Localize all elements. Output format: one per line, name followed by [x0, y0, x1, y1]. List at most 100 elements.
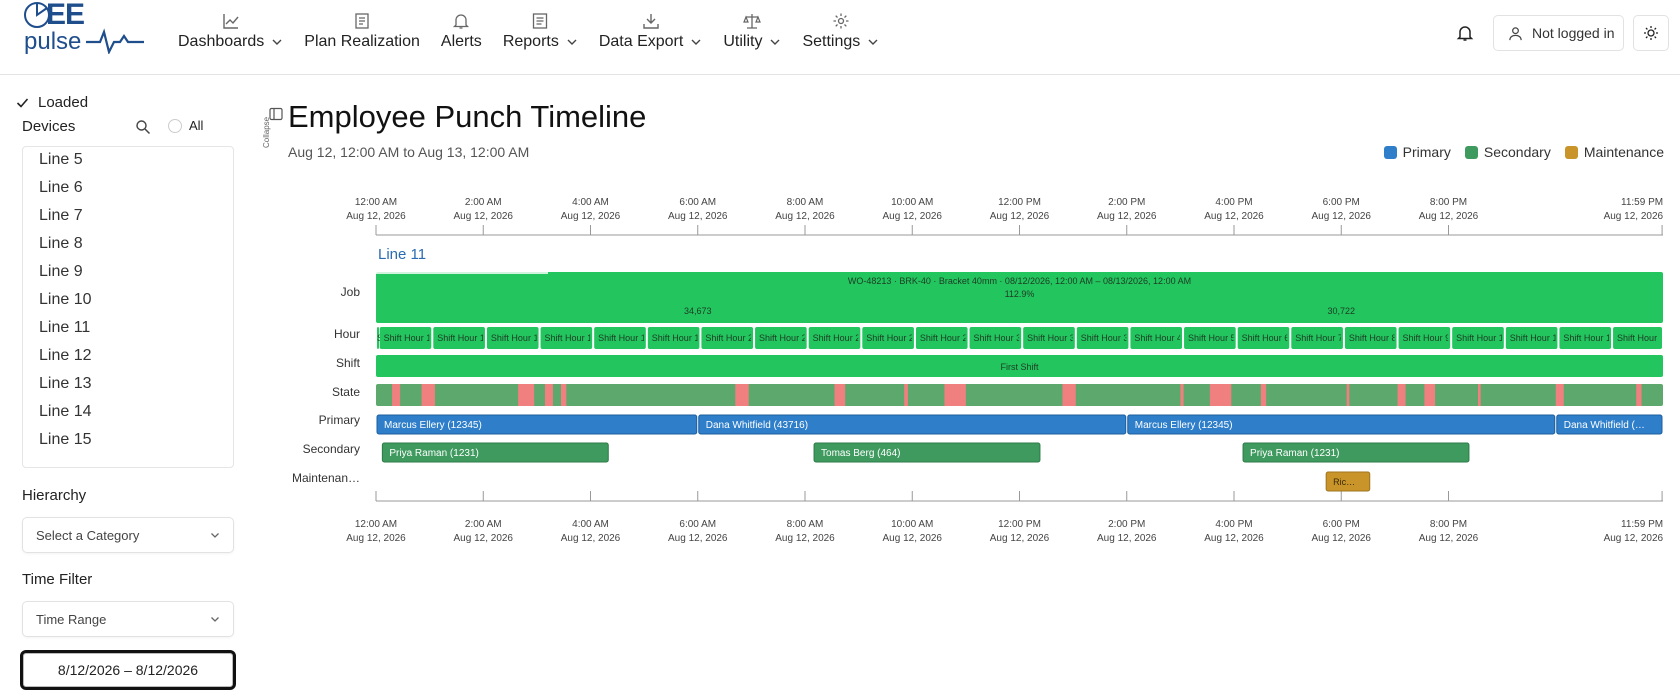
state-fault-segment — [1209, 384, 1232, 406]
nav-alerts[interactable]: Alerts — [433, 8, 490, 58]
secondary-bar — [381, 442, 609, 463]
nav-data-export[interactable]: Data Export — [591, 8, 710, 58]
state-fault-segment — [1260, 384, 1267, 406]
top-tick-date-label: Aug 12, 2026 — [883, 211, 943, 222]
date-range-picker[interactable]: 8/12/2026 – 8/12/2026 — [20, 650, 236, 690]
nav-utility-label: Utility — [723, 33, 763, 50]
device-item[interactable]: Line 5 — [39, 151, 83, 168]
logo-text-bottom: pulse — [24, 28, 82, 55]
document-icon — [355, 13, 369, 29]
chevron-down-icon — [868, 39, 878, 45]
state-fault-segment — [1346, 384, 1350, 406]
device-item[interactable]: Line 10 — [39, 291, 92, 308]
bottom-tick-date-label: Aug 12, 2026 — [775, 533, 835, 544]
top-tick-date-label: Aug 12, 2026 — [775, 211, 835, 222]
nav-dashboards[interactable]: Dashboards — [170, 8, 291, 58]
device-item[interactable]: Line 9 — [39, 263, 83, 280]
hour-block — [1613, 327, 1662, 349]
nav-alerts-label: Alerts — [440, 33, 482, 50]
chevron-down-icon — [770, 39, 780, 45]
bottom-tick-time-label: 12:00 AM — [355, 519, 397, 530]
job-label: WO-48213 · BRK-40 · Bracket 40mm · 08/12… — [848, 276, 1191, 286]
search-icon[interactable] — [135, 119, 151, 135]
chevron-down-icon — [272, 39, 282, 45]
bell-icon — [453, 14, 470, 29]
bottom-tick-date-label: Aug 12, 2026 — [990, 533, 1050, 544]
user-icon — [1509, 26, 1522, 40]
bottom-tick-date-label: Aug 12, 2026 — [561, 533, 621, 544]
legend-swatch-maintenance — [1564, 145, 1578, 159]
hour-block — [1505, 327, 1558, 349]
notifications-bell-icon[interactable] — [1456, 24, 1474, 42]
hour-block — [377, 327, 379, 349]
device-item-selected[interactable]: Line 11 — [39, 319, 91, 336]
collapse-label[interactable]: Collapse — [262, 116, 271, 148]
punch-timeline-chart: 12:00 AM Aug 12, 2026 2:00 AM Aug 12, 2026 4… — [292, 197, 1664, 544]
row-label: State — [332, 385, 360, 399]
primary-label: Marcus Ellery (12345) — [384, 420, 482, 431]
legend-item-primary: Primary — [1383, 144, 1451, 160]
logo[interactable]: EE pulse — [20, 0, 144, 60]
logo-text-top: EE — [46, 0, 85, 31]
primary-bar — [376, 414, 698, 435]
top-tick-time-label: 4:00 PM — [1215, 197, 1252, 208]
time-filter-select[interactable]: Time Range — [22, 601, 234, 637]
device-list[interactable]: Line 5 Line 6 Line 7 Line 8 Line 9 Line … — [22, 146, 234, 468]
device-item[interactable]: Line 6 — [39, 179, 83, 196]
time-filter-select-value: Time Range — [36, 611, 107, 627]
chevron-down-icon — [211, 533, 219, 538]
nav-settings-label: Settings — [802, 33, 861, 50]
download-icon — [642, 14, 659, 29]
login-button[interactable]: Not logged in — [1493, 15, 1624, 51]
state-fault-segment — [392, 384, 401, 406]
nav-settings[interactable]: Settings — [794, 8, 887, 58]
select-all-toggle[interactable]: All — [168, 118, 203, 133]
state-fault-segment — [1180, 384, 1184, 406]
theme-toggle-button[interactable] — [1633, 15, 1669, 51]
top-tick-date-label: Aug 12, 2026 — [1204, 211, 1264, 222]
shift-bar — [376, 355, 1663, 377]
top-tick-time-label: 2:00 AM — [465, 197, 502, 208]
hour-block-label: Shift Hour 5 — [1188, 333, 1236, 343]
pulse-wave-icon — [86, 28, 144, 54]
legend-label-secondary: Secondary — [1483, 144, 1551, 160]
chart-line-icon — [222, 14, 239, 29]
bottom-tick-date-label: Aug 12, 2026 — [1312, 533, 1372, 544]
bottom-tick-date-label: Aug 12, 2026 — [1604, 533, 1664, 544]
hour-block-label: Shift Hour 2 — [813, 333, 861, 343]
primary-bar — [698, 414, 1127, 435]
row-label: Secondary — [303, 442, 360, 456]
bottom-tick-time-label: 4:00 AM — [572, 519, 609, 530]
loaded-label: Loaded — [38, 94, 89, 111]
report-icon — [533, 13, 548, 29]
main-nav: Dashboards Plan Realization Alerts Repor… — [170, 8, 892, 58]
select-all-checkbox[interactable] — [168, 118, 182, 133]
device-item[interactable]: Line 12 — [39, 347, 92, 364]
hierarchy-select[interactable]: Select a Category — [22, 517, 234, 553]
device-item[interactable]: Line 8 — [39, 235, 83, 252]
nav-plan-realization[interactable]: Plan Realization — [296, 8, 428, 58]
sidebar-collapse-icon[interactable] — [269, 107, 283, 121]
nav-utility[interactable]: Utility — [715, 8, 789, 58]
bottom-tick-time-label: 12:00 PM — [998, 519, 1041, 530]
hour-block — [379, 327, 432, 349]
hierarchy-select-value: Select a Category — [36, 527, 140, 543]
state-fault-segment — [544, 384, 553, 406]
bottom-tick-time-label: 2:00 PM — [1108, 519, 1145, 530]
hour-block-label: Shift Hour 1 — [1456, 333, 1504, 343]
device-item[interactable]: Line 7 — [39, 207, 83, 224]
hour-block-label: Shift Hour 2 — [759, 333, 807, 343]
device-item[interactable]: Line 13 — [39, 375, 92, 392]
device-item[interactable]: Line 15 — [39, 431, 92, 448]
bottom-tick-time-label: 4:00 PM — [1215, 519, 1252, 530]
bottom-tick-date-label: Aug 12, 2026 — [1097, 533, 1157, 544]
scale-icon — [743, 14, 762, 29]
hour-block — [969, 327, 1022, 349]
device-item[interactable]: Line 14 — [39, 403, 92, 420]
secondary-bar — [1242, 442, 1470, 463]
legend-item-secondary: Secondary — [1464, 144, 1551, 160]
state-fault-segment — [1555, 384, 1564, 406]
hour-block — [647, 327, 700, 349]
hour-block — [1559, 327, 1612, 349]
nav-reports[interactable]: Reports — [495, 8, 586, 58]
